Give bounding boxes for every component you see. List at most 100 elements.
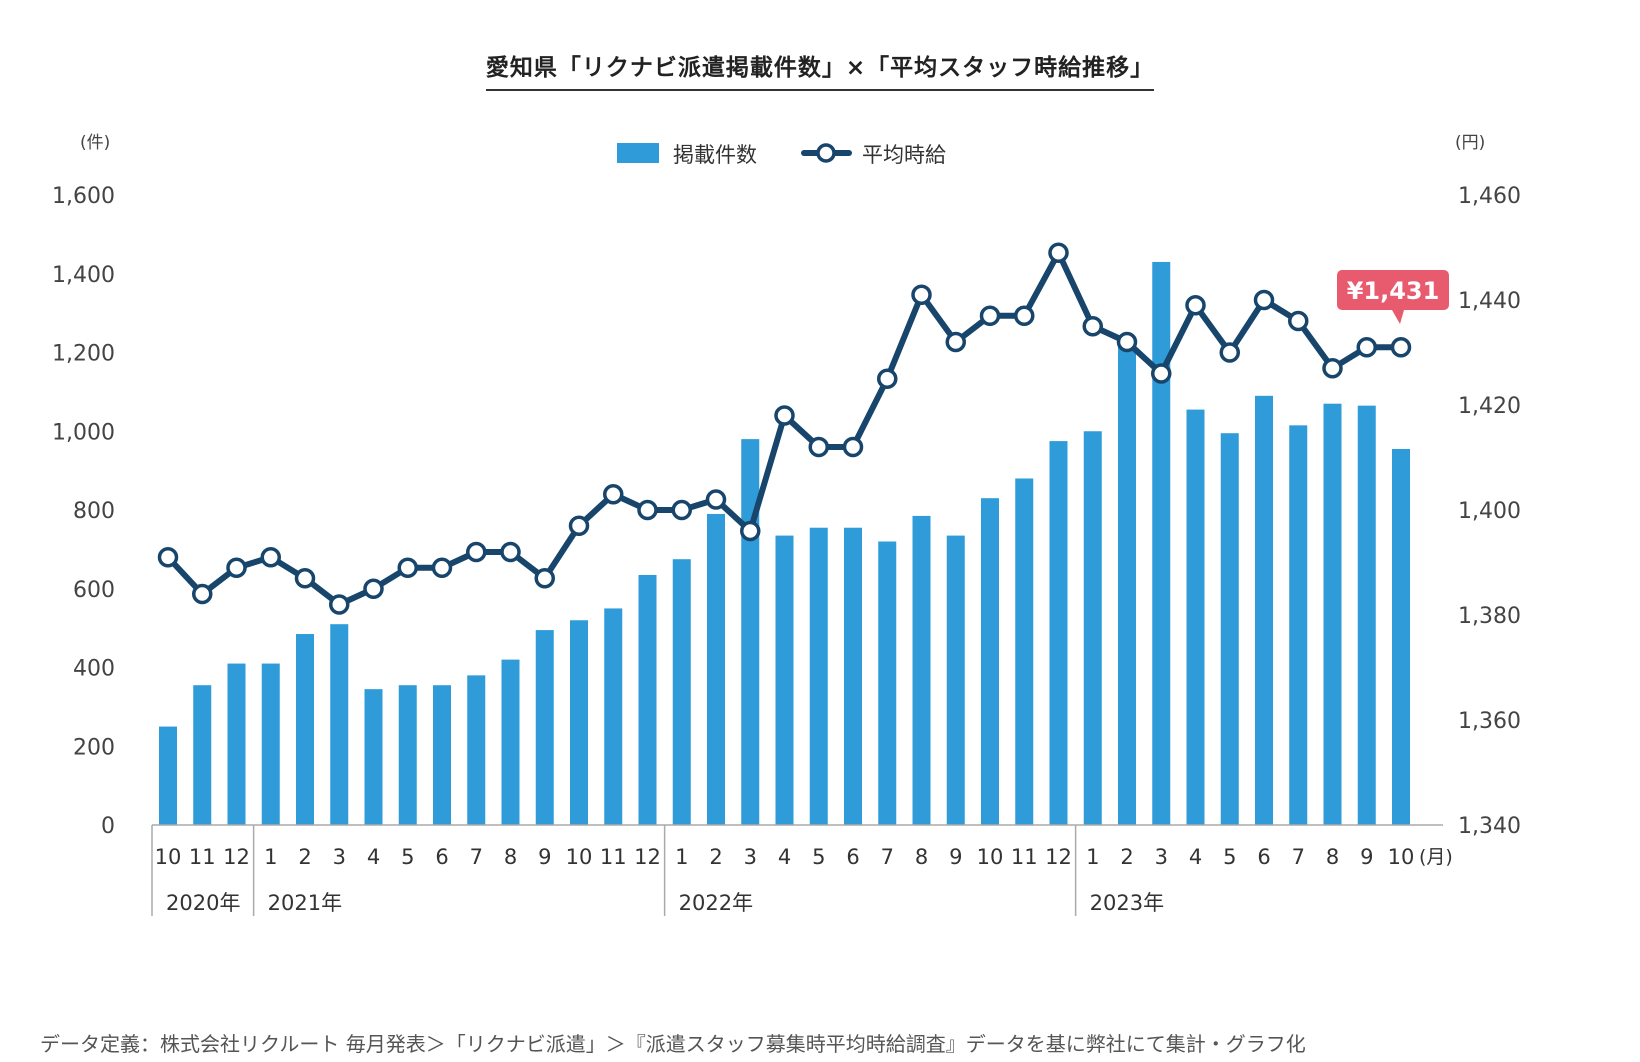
wage-point bbox=[671, 499, 692, 521]
x-tick-label: 9 bbox=[949, 845, 962, 869]
wage-point bbox=[1356, 337, 1377, 358]
combo-chart: (件) (円) 0 200 400 600 800 1,000 1,200 1,400 1,600 1… bbox=[52, 133, 1521, 916]
x-tick-label: 4 bbox=[1189, 845, 1202, 869]
x-tick-label: 10 bbox=[1388, 845, 1415, 869]
x-tick-label: 5 bbox=[1223, 845, 1236, 869]
year-label: 2021年 bbox=[268, 891, 342, 915]
y-right-tick-label: 1,360 bbox=[1458, 709, 1521, 734]
wage-point bbox=[500, 541, 521, 563]
y-right-tick-label: 1,400 bbox=[1458, 499, 1521, 524]
wage-point bbox=[226, 557, 247, 578]
wage-point bbox=[705, 489, 727, 510]
callout-label: ¥1,431 bbox=[1347, 277, 1440, 305]
x-tick-label: 6 bbox=[435, 845, 448, 869]
wage-point bbox=[192, 583, 213, 605]
wage-point bbox=[637, 499, 658, 521]
x-tick-label: 11 bbox=[600, 845, 627, 869]
bar bbox=[535, 630, 554, 825]
wage-point bbox=[466, 541, 487, 563]
legend-line-label: 平均時給 bbox=[862, 143, 946, 167]
wage-point bbox=[1390, 337, 1412, 358]
bar bbox=[981, 498, 999, 825]
wage-point bbox=[260, 547, 281, 568]
bar bbox=[638, 574, 657, 825]
x-tick-label: 1 bbox=[1086, 845, 1099, 869]
x-tick-label: 8 bbox=[915, 845, 928, 869]
y-left-tick-label: 1,200 bbox=[52, 342, 115, 367]
wage-point bbox=[1219, 342, 1240, 363]
bar bbox=[1049, 441, 1068, 825]
x-tick-label: 5 bbox=[401, 845, 414, 869]
bar bbox=[261, 663, 280, 825]
y-right-tick-label: 1,340 bbox=[1458, 814, 1521, 839]
wage-point bbox=[877, 368, 898, 389]
wage-point bbox=[294, 568, 316, 589]
bar bbox=[364, 689, 383, 825]
wage-point bbox=[911, 284, 932, 305]
x-tick-label: 8 bbox=[1326, 845, 1339, 869]
bar bbox=[672, 559, 691, 825]
bar bbox=[227, 663, 246, 825]
legend-bar-swatch bbox=[617, 143, 659, 163]
x-tick-label: 11 bbox=[1011, 845, 1038, 869]
y-left-tick-label: 1,400 bbox=[52, 263, 115, 288]
x-tick-label: 11 bbox=[189, 845, 216, 869]
x-tick-label: 5 bbox=[812, 845, 825, 869]
x-tick-label: 2 bbox=[298, 845, 311, 869]
wage-point bbox=[329, 594, 350, 615]
wage-point bbox=[1014, 305, 1035, 326]
year-label: 2020年 bbox=[166, 891, 240, 915]
wage-point bbox=[740, 520, 761, 542]
y-left-tick-label: 1,000 bbox=[52, 420, 115, 445]
y-right-tick-label: 1,440 bbox=[1458, 289, 1521, 314]
legend-bar-label: 掲載件数 bbox=[673, 143, 757, 167]
wage-point bbox=[603, 484, 624, 505]
callout-box bbox=[1337, 270, 1449, 310]
wage-point bbox=[774, 405, 795, 426]
x-tick-label: 10 bbox=[566, 845, 593, 869]
bar bbox=[1392, 448, 1410, 825]
x-tick-label: 8 bbox=[504, 845, 517, 869]
y-left-tick-label: 800 bbox=[73, 499, 115, 524]
bar bbox=[1323, 403, 1342, 825]
bar bbox=[570, 620, 588, 825]
x-tick-label: 3 bbox=[744, 845, 757, 869]
y-left-tick-label: 1,600 bbox=[52, 184, 115, 209]
bar bbox=[809, 527, 828, 825]
year-label: 2023年 bbox=[1090, 891, 1164, 915]
wage-point bbox=[397, 557, 418, 578]
y-left-tick-label: 600 bbox=[73, 578, 115, 603]
bar bbox=[1220, 433, 1239, 825]
x-tick-label: 12 bbox=[634, 845, 661, 869]
bar bbox=[296, 634, 314, 825]
bar bbox=[1015, 478, 1034, 825]
wage-point bbox=[842, 436, 864, 458]
x-tick-label: 7 bbox=[881, 845, 894, 869]
x-tick-label: 10 bbox=[977, 845, 1004, 869]
x-tick-label: 4 bbox=[778, 845, 791, 869]
wage-point bbox=[945, 331, 966, 353]
y-left-tick-label: 400 bbox=[73, 657, 115, 682]
x-tick-label: 9 bbox=[1360, 845, 1373, 869]
x-tick-label: 6 bbox=[1257, 845, 1270, 869]
bar bbox=[467, 675, 486, 825]
x-tick-label: 2 bbox=[1120, 845, 1133, 869]
bar bbox=[844, 527, 862, 825]
x-tick-label: 10 bbox=[155, 845, 182, 869]
wage-point bbox=[1322, 358, 1343, 379]
wage-point bbox=[534, 568, 555, 589]
bar bbox=[1357, 405, 1376, 825]
x-tick-label: 1 bbox=[675, 845, 688, 869]
wage-point bbox=[363, 578, 384, 599]
bar bbox=[193, 685, 212, 825]
bar bbox=[878, 541, 897, 825]
bar bbox=[707, 513, 725, 825]
bar bbox=[1289, 425, 1308, 825]
wage-point bbox=[1253, 289, 1275, 311]
x-tick-label: 4 bbox=[367, 845, 380, 869]
y-right-tick-label: 1,380 bbox=[1458, 604, 1521, 629]
bar bbox=[330, 624, 349, 825]
x-tick-label: 6 bbox=[846, 845, 859, 869]
x-tick-label: 12 bbox=[1045, 845, 1072, 869]
x-tick-label: 3 bbox=[1155, 845, 1168, 869]
